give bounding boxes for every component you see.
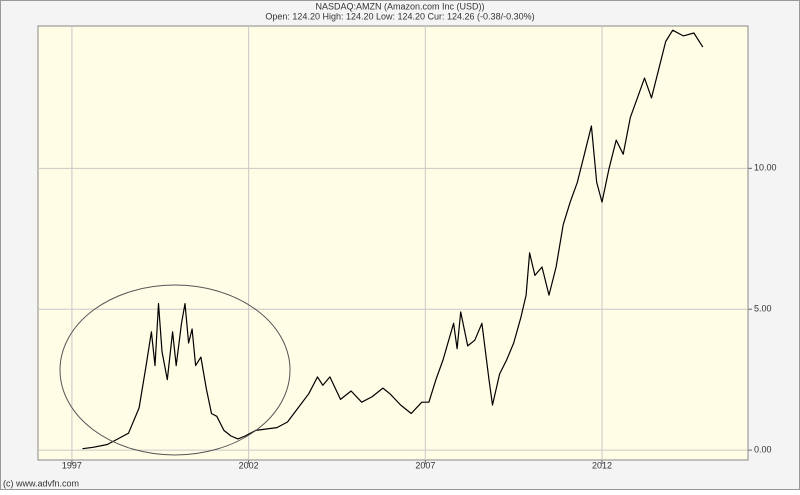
footer: (c) www.advfn.com <box>3 478 79 488</box>
x-tick-label: 1997 <box>62 460 82 470</box>
x-tick-label: 2002 <box>239 460 259 470</box>
highlight-ellipse <box>59 284 291 456</box>
x-tick-label: 2012 <box>592 460 612 470</box>
y-tick-label: 0.00 <box>754 445 772 455</box>
x-tick-label: 2007 <box>415 460 435 470</box>
price-line <box>82 29 704 450</box>
plot-area <box>37 25 749 461</box>
y-tick-label: 10.00 <box>754 163 777 173</box>
chart-subtitle: Open: 124.20 High: 124.20 Low: 124.20 Cu… <box>265 11 534 21</box>
chart-title: NASDAQ:AMZN (Amazon.com Inc (USD)) <box>315 1 484 11</box>
y-tick-label: 5.00 <box>754 304 772 314</box>
